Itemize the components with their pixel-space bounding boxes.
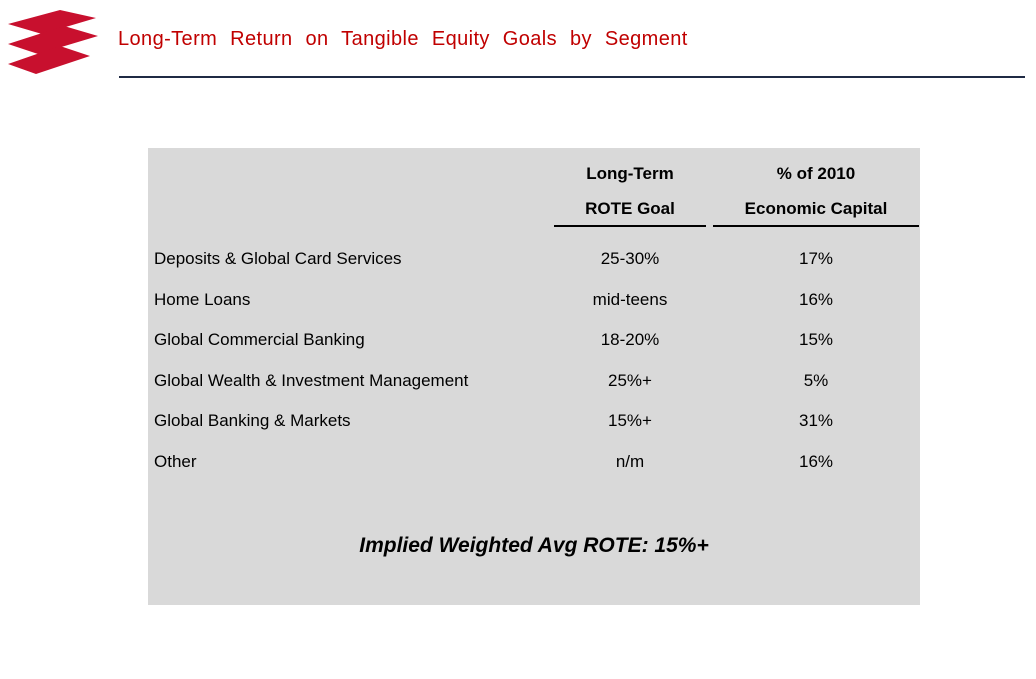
title-rule <box>119 76 1025 78</box>
table-header-row: Long-Term ROTE Goal % of 2010 Economic C… <box>148 148 920 227</box>
rote-goal-value: mid-teens <box>592 289 668 309</box>
table-row: Global Wealth & Investment Management 25… <box>148 361 920 402</box>
capital-pct-value: 16% <box>798 451 834 471</box>
segment-label: Global Commercial Banking <box>154 330 365 350</box>
capital-pct-value: 31% <box>798 411 834 431</box>
rote-goal-value: n/m <box>615 451 645 471</box>
rote-goal-value: 25%+ <box>608 370 652 390</box>
segment-label: Global Banking & Markets <box>154 411 351 431</box>
table-body: Deposits & Global Card Services 25-30% 1… <box>148 239 920 482</box>
segment-label: Home Loans <box>154 289 251 309</box>
rote-table-panel: Long-Term ROTE Goal % of 2010 Economic C… <box>148 148 920 605</box>
capital-pct-value: 16% <box>798 289 834 309</box>
segment-label: Global Wealth & Investment Management <box>154 370 469 390</box>
table-row: Global Banking & Markets 15%+ 31% <box>148 401 920 442</box>
column-header-rote-line1: Long-Term <box>586 164 674 183</box>
capital-pct-value: 17% <box>798 249 834 269</box>
slide-title: Long-Term Return on Tangible Equity Goal… <box>118 28 688 50</box>
table-row: Global Commercial Banking 18-20% 15% <box>148 320 920 361</box>
table-row: Home Loans mid-teens 16% <box>148 280 920 321</box>
column-header-rote-line2: ROTE Goal <box>554 199 706 227</box>
table-row: Deposits & Global Card Services 25-30% 1… <box>148 239 920 280</box>
capital-pct-value: 15% <box>798 330 834 350</box>
implied-rote-footnote: Implied Weighted Avg ROTE: 15%+ <box>359 534 709 557</box>
column-header-capital: % of 2010 Economic Capital <box>712 164 920 227</box>
segment-label: Other <box>154 451 197 471</box>
table-row: Other n/m 16% <box>148 442 920 483</box>
column-header-rote: Long-Term ROTE Goal <box>548 164 712 227</box>
rote-goal-value: 15%+ <box>608 411 652 431</box>
flag-icon <box>8 10 98 74</box>
header-empty-cell <box>148 164 548 227</box>
segment-label: Deposits & Global Card Services <box>154 249 402 269</box>
bank-flag-logo <box>8 8 98 74</box>
capital-pct-value: 5% <box>803 370 829 390</box>
rote-goal-value: 18-20% <box>600 330 660 350</box>
column-header-capital-line2: Economic Capital <box>713 199 919 227</box>
column-header-capital-line1: % of 2010 <box>776 164 856 183</box>
rote-goal-value: 25-30% <box>600 249 660 269</box>
